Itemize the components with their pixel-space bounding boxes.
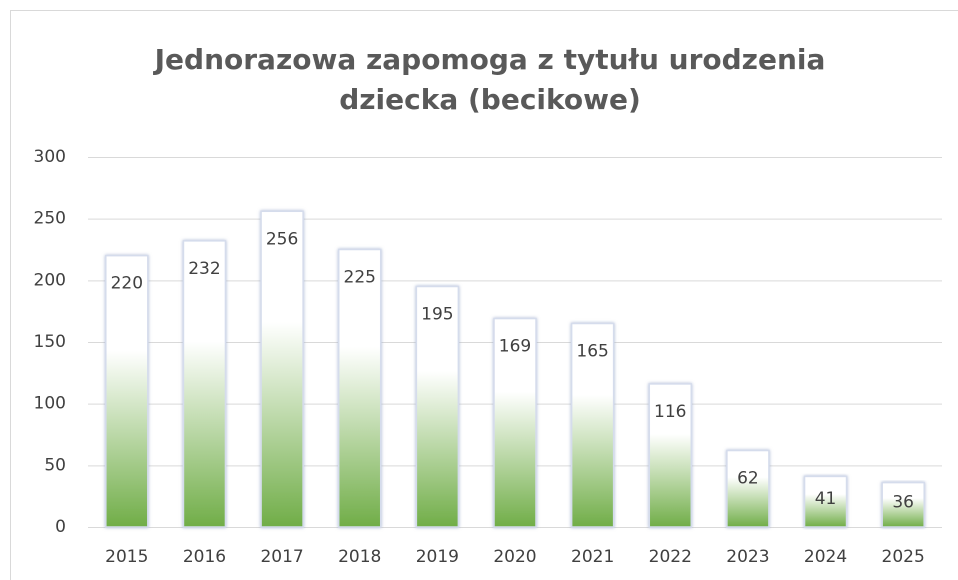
bar xyxy=(182,240,227,528)
data-label: 116 xyxy=(654,402,686,422)
x-tick-label: 2024 xyxy=(804,547,847,567)
data-label: 225 xyxy=(344,268,376,288)
data-label: 36 xyxy=(892,493,914,513)
x-tick-label: 2019 xyxy=(416,547,459,567)
x-tick-label: 2021 xyxy=(571,547,614,567)
y-tick-label: 150 xyxy=(34,332,66,352)
bar xyxy=(570,322,615,528)
data-label: 165 xyxy=(576,342,608,362)
x-tick-label: 2020 xyxy=(493,547,536,567)
data-label: 169 xyxy=(499,337,531,357)
bar xyxy=(726,449,770,528)
x-tick-label: 2022 xyxy=(649,547,692,567)
bar xyxy=(881,481,925,528)
data-label: 232 xyxy=(188,259,220,279)
x-tick-label: 2016 xyxy=(183,547,226,567)
data-label: 220 xyxy=(111,274,143,294)
y-tick-label: 50 xyxy=(44,455,66,475)
chart-title: Jednorazowa zapomoga z tytułu urodzenia … xyxy=(154,43,826,116)
bar xyxy=(105,254,149,528)
bar xyxy=(415,285,460,528)
x-tick-label: 2015 xyxy=(105,547,148,567)
y-tick-label: 100 xyxy=(34,394,66,414)
y-tick-label: 300 xyxy=(34,147,66,167)
y-tick-label: 250 xyxy=(34,209,66,229)
data-label: 195 xyxy=(421,305,453,325)
bar xyxy=(648,383,693,528)
x-tick-label: 2018 xyxy=(338,547,381,567)
bar xyxy=(337,248,382,528)
x-tick-label: 2023 xyxy=(726,547,769,567)
bar xyxy=(260,210,304,528)
y-tick-label: 200 xyxy=(34,270,66,290)
data-label: 41 xyxy=(815,489,837,509)
bar xyxy=(493,317,537,528)
bar xyxy=(803,475,848,528)
x-tick-label: 2025 xyxy=(882,547,925,567)
data-label: 256 xyxy=(266,229,298,249)
y-tick-label: 0 xyxy=(55,517,66,537)
data-label: 62 xyxy=(737,469,759,489)
chart-frame xyxy=(10,10,958,580)
x-tick-label: 2017 xyxy=(260,547,303,567)
